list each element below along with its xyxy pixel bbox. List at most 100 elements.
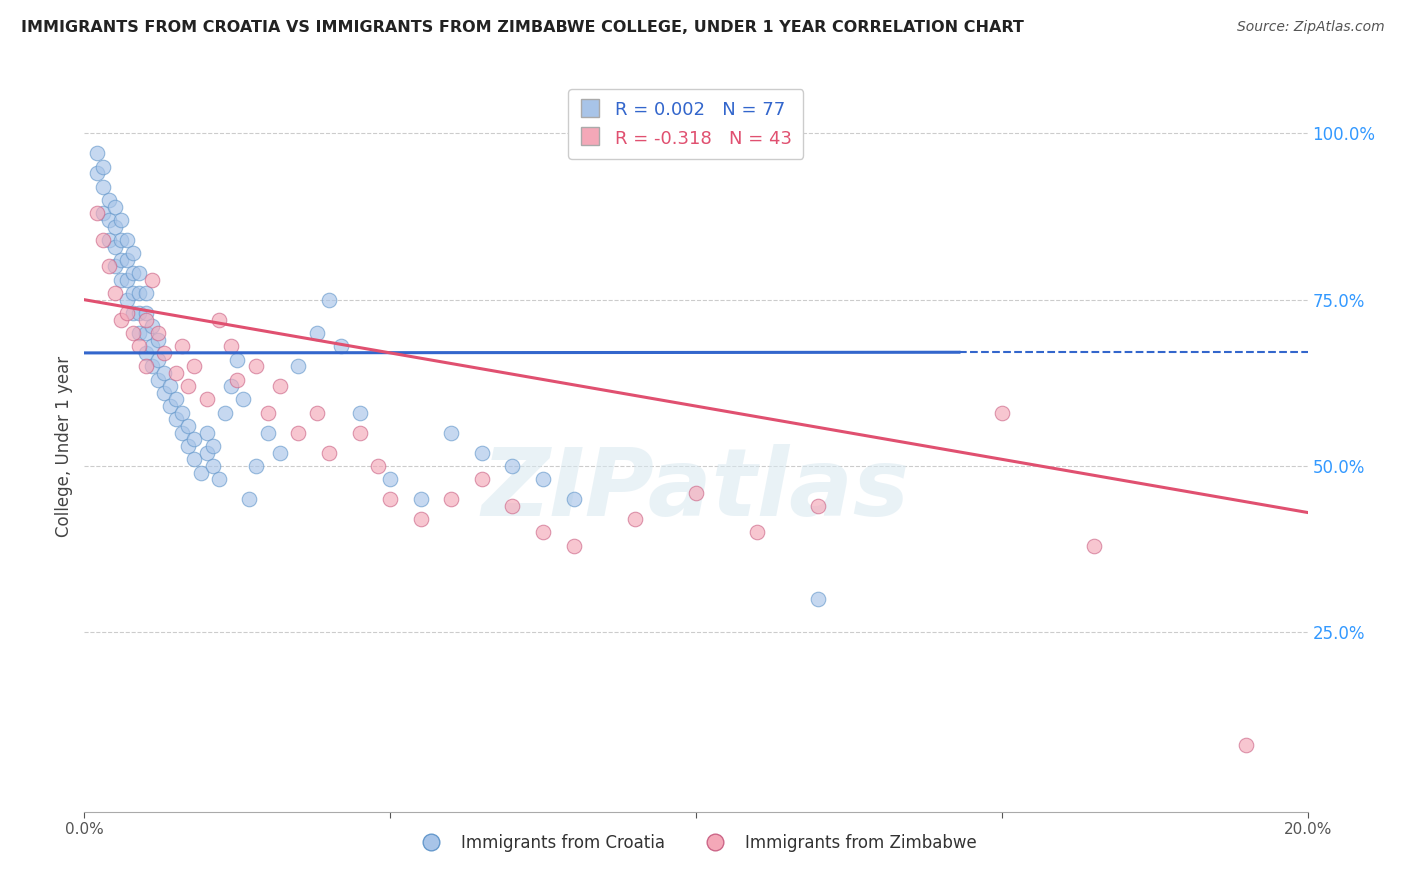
Point	[318, 445, 340, 459]
Point	[104, 200, 127, 214]
Point	[531, 525, 554, 540]
Point	[153, 366, 176, 380]
Point	[624, 512, 647, 526]
Point	[128, 306, 150, 320]
Point	[562, 539, 585, 553]
Point	[440, 425, 463, 440]
Point	[115, 293, 138, 307]
Point	[115, 252, 138, 267]
Point	[287, 425, 309, 440]
Point	[135, 312, 157, 326]
Point	[349, 406, 371, 420]
Point	[318, 293, 340, 307]
Point	[238, 492, 260, 507]
Point	[91, 179, 114, 194]
Point	[183, 359, 205, 374]
Point	[86, 166, 108, 180]
Point	[97, 260, 120, 274]
Point	[135, 306, 157, 320]
Point	[219, 339, 242, 353]
Point	[135, 326, 157, 340]
Text: ZIPatlas: ZIPatlas	[482, 444, 910, 536]
Point	[531, 472, 554, 486]
Point	[110, 312, 132, 326]
Point	[97, 213, 120, 227]
Point	[165, 392, 187, 407]
Point	[104, 239, 127, 253]
Point	[135, 286, 157, 301]
Point	[208, 472, 231, 486]
Point	[91, 160, 114, 174]
Point	[1236, 738, 1258, 752]
Point	[807, 499, 830, 513]
Point	[146, 326, 169, 340]
Point	[183, 452, 205, 467]
Point	[257, 406, 280, 420]
Point	[190, 466, 212, 480]
Point	[104, 219, 127, 234]
Point	[86, 146, 108, 161]
Point	[183, 433, 205, 447]
Point	[110, 252, 132, 267]
Text: Source: ZipAtlas.com: Source: ZipAtlas.com	[1237, 20, 1385, 34]
Point	[991, 406, 1014, 420]
Point	[305, 406, 328, 420]
Point	[165, 412, 187, 426]
Point	[159, 379, 181, 393]
Point	[135, 359, 157, 374]
Point	[409, 512, 432, 526]
Point	[165, 366, 187, 380]
Point	[141, 273, 163, 287]
Point	[269, 445, 291, 459]
Point	[97, 233, 120, 247]
Point	[91, 233, 114, 247]
Point	[367, 458, 389, 473]
Point	[195, 425, 218, 440]
Point	[104, 260, 127, 274]
Point	[141, 319, 163, 334]
Y-axis label: College, Under 1 year: College, Under 1 year	[55, 355, 73, 537]
Point	[208, 312, 231, 326]
Point	[128, 286, 150, 301]
Point	[380, 472, 402, 486]
Point	[110, 233, 132, 247]
Text: IMMIGRANTS FROM CROATIA VS IMMIGRANTS FROM ZIMBABWE COLLEGE, UNDER 1 YEAR CORREL: IMMIGRANTS FROM CROATIA VS IMMIGRANTS FR…	[21, 20, 1024, 35]
Point	[110, 213, 132, 227]
Point	[146, 333, 169, 347]
Point	[172, 425, 194, 440]
Point	[135, 346, 157, 360]
Point	[115, 233, 138, 247]
Point	[122, 286, 145, 301]
Point	[97, 193, 120, 207]
Point	[141, 339, 163, 353]
Point	[502, 458, 524, 473]
Point	[330, 339, 353, 353]
Point	[177, 379, 200, 393]
Point	[201, 439, 224, 453]
Point	[226, 352, 249, 367]
Point	[245, 458, 267, 473]
Point	[219, 379, 242, 393]
Point	[177, 439, 200, 453]
Point	[471, 472, 494, 486]
Point	[471, 445, 494, 459]
Point	[110, 273, 132, 287]
Point	[153, 346, 176, 360]
Point	[409, 492, 432, 507]
Point	[807, 591, 830, 606]
Point	[153, 385, 176, 400]
Point	[287, 359, 309, 374]
Point	[122, 326, 145, 340]
Point	[122, 306, 145, 320]
Point	[128, 266, 150, 280]
Point	[562, 492, 585, 507]
Point	[380, 492, 402, 507]
Point	[115, 306, 138, 320]
Point	[305, 326, 328, 340]
Point	[232, 392, 254, 407]
Point	[141, 359, 163, 374]
Point	[195, 445, 218, 459]
Point	[685, 485, 707, 500]
Point	[122, 266, 145, 280]
Point	[128, 339, 150, 353]
